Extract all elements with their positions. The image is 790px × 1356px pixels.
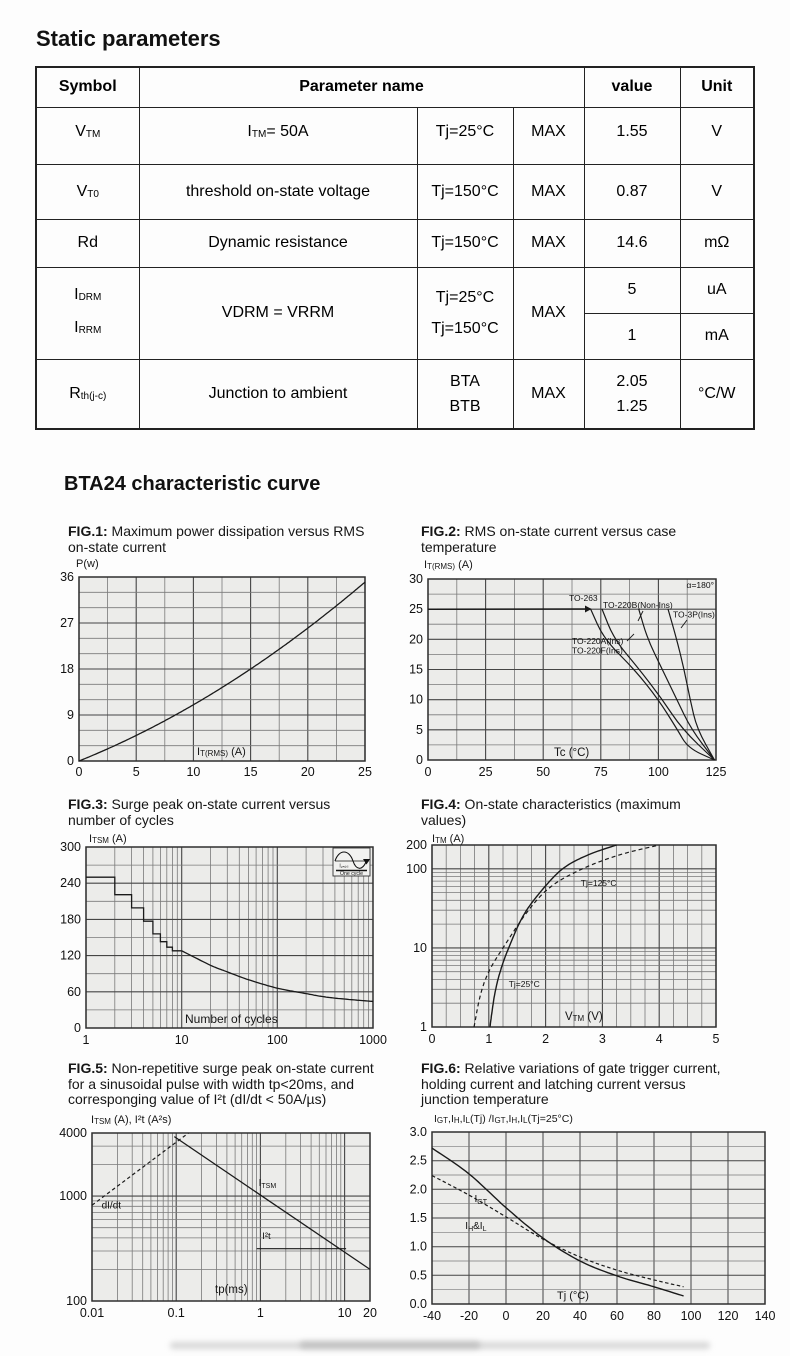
svg-text:0.1: 0.1 bbox=[168, 1306, 185, 1320]
svg-text:Tj=125°C: Tj=125°C bbox=[581, 878, 617, 888]
svg-text:20: 20 bbox=[363, 1306, 377, 1320]
svg-text:0.0: 0.0 bbox=[410, 1297, 427, 1311]
svg-text:dI/dt: dI/dt bbox=[102, 1201, 122, 1212]
svg-text:50: 50 bbox=[536, 765, 550, 779]
svg-text:20: 20 bbox=[409, 632, 423, 646]
svg-text:1: 1 bbox=[83, 1033, 90, 1047]
svg-text:25: 25 bbox=[479, 765, 493, 779]
svg-text:TO-220A(Ins): TO-220A(Ins) bbox=[572, 636, 624, 646]
svg-text:100: 100 bbox=[406, 862, 427, 876]
svg-text:10: 10 bbox=[175, 1033, 189, 1047]
svg-text:75: 75 bbox=[594, 765, 608, 779]
svg-text:10: 10 bbox=[413, 941, 427, 955]
svg-text:100: 100 bbox=[648, 765, 669, 779]
svg-text:25: 25 bbox=[358, 765, 372, 779]
svg-text:80: 80 bbox=[647, 1309, 661, 1323]
svg-text:3: 3 bbox=[599, 1032, 606, 1046]
svg-text:1.0: 1.0 bbox=[410, 1240, 427, 1254]
svg-text:180: 180 bbox=[60, 912, 81, 926]
svg-text:10: 10 bbox=[409, 693, 423, 707]
svg-text:TO-220F(Ins): TO-220F(Ins) bbox=[572, 646, 623, 656]
svg-text:TO-3P(Ins): TO-3P(Ins) bbox=[673, 610, 715, 620]
svg-text:3.0: 3.0 bbox=[410, 1125, 427, 1139]
svg-text:0: 0 bbox=[416, 753, 423, 767]
svg-text:125: 125 bbox=[706, 765, 727, 779]
svg-text:100: 100 bbox=[267, 1033, 288, 1047]
svg-text:-40: -40 bbox=[423, 1309, 441, 1323]
svg-text:60: 60 bbox=[610, 1309, 624, 1323]
svg-text:0: 0 bbox=[76, 765, 83, 779]
svg-text:α=180°: α=180° bbox=[687, 580, 714, 590]
svg-text:36: 36 bbox=[60, 570, 74, 584]
svg-text:1000: 1000 bbox=[359, 1033, 387, 1047]
svg-text:18: 18 bbox=[60, 662, 74, 676]
svg-text:27: 27 bbox=[60, 616, 74, 630]
svg-text:30: 30 bbox=[409, 572, 423, 586]
svg-text:1.5: 1.5 bbox=[410, 1211, 427, 1225]
svg-text:2.0: 2.0 bbox=[410, 1182, 427, 1196]
svg-text:0: 0 bbox=[429, 1032, 436, 1046]
svg-text:200: 200 bbox=[406, 838, 427, 852]
svg-text:120: 120 bbox=[718, 1309, 739, 1323]
svg-text:20: 20 bbox=[301, 765, 315, 779]
svg-text:0: 0 bbox=[503, 1309, 510, 1323]
svg-text:0: 0 bbox=[425, 765, 432, 779]
svg-text:5: 5 bbox=[133, 765, 140, 779]
svg-text:100: 100 bbox=[66, 1294, 87, 1308]
svg-text:9: 9 bbox=[67, 708, 74, 722]
svg-text:140: 140 bbox=[755, 1309, 776, 1323]
svg-text:10: 10 bbox=[186, 765, 200, 779]
svg-text:240: 240 bbox=[60, 876, 81, 890]
svg-text:15: 15 bbox=[244, 765, 258, 779]
svg-text:2.5: 2.5 bbox=[410, 1154, 427, 1168]
svg-text:One cycle: One cycle bbox=[340, 871, 363, 877]
svg-text:5: 5 bbox=[416, 723, 423, 737]
svg-text:60: 60 bbox=[67, 985, 81, 999]
svg-text:4: 4 bbox=[656, 1032, 663, 1046]
svg-text:100: 100 bbox=[681, 1309, 702, 1323]
svg-text:Tj=25°C: Tj=25°C bbox=[509, 979, 540, 989]
svg-text:25: 25 bbox=[409, 602, 423, 616]
svg-text:300: 300 bbox=[60, 840, 81, 854]
svg-text:I₂ₙₚₛ: I₂ₙₚₛ bbox=[339, 864, 348, 870]
svg-text:TO-220B(Non-Ins): TO-220B(Non-Ins) bbox=[603, 600, 673, 610]
svg-text:1000: 1000 bbox=[59, 1189, 87, 1203]
svg-text:-20: -20 bbox=[460, 1309, 478, 1323]
svg-text:20: 20 bbox=[536, 1309, 550, 1323]
svg-text:0.01: 0.01 bbox=[80, 1306, 104, 1320]
svg-text:0: 0 bbox=[67, 754, 74, 768]
svg-text:10: 10 bbox=[338, 1306, 352, 1320]
svg-text:4000: 4000 bbox=[59, 1126, 87, 1140]
svg-text:TO-263: TO-263 bbox=[569, 593, 598, 603]
svg-text:0: 0 bbox=[74, 1021, 81, 1035]
svg-text:5: 5 bbox=[713, 1032, 720, 1046]
svg-text:1: 1 bbox=[257, 1306, 264, 1320]
svg-text:15: 15 bbox=[409, 663, 423, 677]
svg-text:I²t: I²t bbox=[262, 1231, 271, 1242]
svg-text:1: 1 bbox=[420, 1020, 427, 1034]
svg-text:0.5: 0.5 bbox=[410, 1268, 427, 1282]
svg-text:120: 120 bbox=[60, 949, 81, 963]
svg-text:40: 40 bbox=[573, 1309, 587, 1323]
svg-text:2: 2 bbox=[542, 1032, 549, 1046]
svg-text:1: 1 bbox=[485, 1032, 492, 1046]
